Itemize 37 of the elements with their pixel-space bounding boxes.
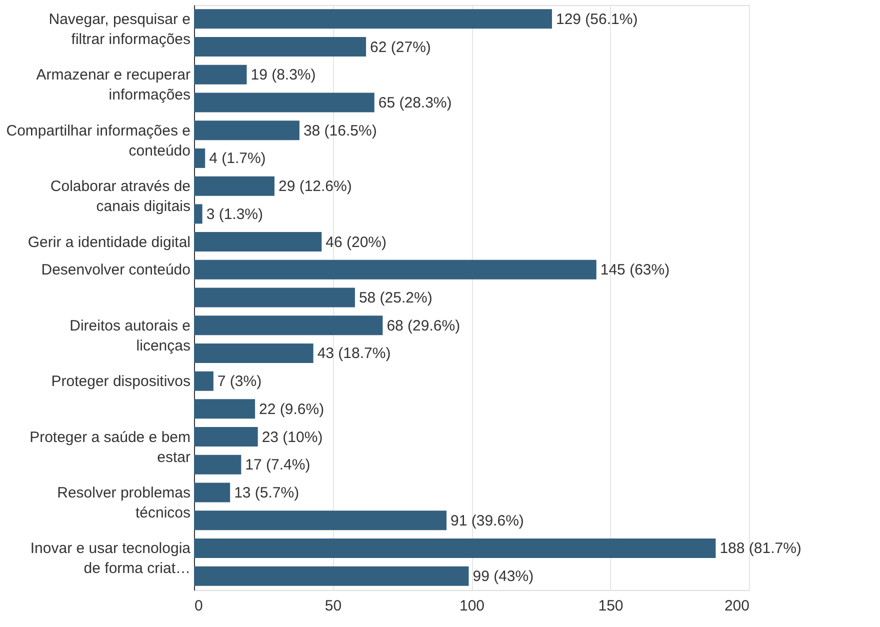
- data-label: 58 (25.2%): [358, 290, 432, 306]
- data-label: 38 (16.5%): [303, 122, 377, 140]
- y-tick-label: Resolver problemas técnicos: [57, 484, 190, 522]
- data-label: 22 (9.6%): [259, 400, 324, 418]
- data-label: 19 (8.3%): [250, 66, 316, 84]
- x-tick-label: 0: [194, 598, 203, 614]
- data-label: 99 (43%): [472, 568, 534, 586]
- data-label: 91 (39.6%): [450, 512, 524, 530]
- data-label: 23 (10%): [262, 428, 323, 446]
- y-tick-label: Navegar, pesquisar e filtrar informações: [48, 10, 190, 48]
- data-label: 7 (3%): [217, 373, 262, 390]
- y-tick-label: Inovar e usar tecnologia de forma criat…: [30, 540, 192, 578]
- data-label: 29 (12.6%): [278, 178, 352, 196]
- data-label: 188 (81.7%): [720, 540, 802, 558]
- data-label: 129 (56.1%): [556, 10, 638, 28]
- x-tick-label: 100: [459, 598, 485, 614]
- y-tick-label: Compartilhar informações e conteúdo: [6, 122, 190, 160]
- y-tick-label: Colaborar através de canais digitais: [50, 178, 190, 216]
- x-tick-label: 150: [598, 598, 624, 614]
- data-label: 62 (27%): [370, 38, 431, 56]
- x-tick-label: 50: [324, 598, 342, 614]
- y-tick-label: Desenvolver conteúdo: [41, 262, 190, 279]
- x-tick-label: 200: [724, 598, 750, 614]
- y-tick-label: Proteger a saúde e bem estar: [30, 428, 190, 466]
- data-label: 65 (28.3%): [378, 94, 452, 112]
- y-tick-label: Armazenar e recuperar informações: [36, 66, 191, 104]
- data-label: 43 (18.7%): [317, 345, 391, 362]
- data-label: 46 (20%): [326, 234, 387, 251]
- data-label: 3 (1.3%): [206, 206, 264, 223]
- y-tick-label: Gerir a identidade digital: [28, 234, 190, 251]
- data-label: 68 (29.6%): [386, 317, 460, 334]
- data-label: 145 (63%): [600, 262, 670, 279]
- y-tick-label: Direitos autorais e licenças: [70, 317, 190, 354]
- data-label: 13 (5.7%): [234, 484, 300, 502]
- data-label: 17 (7.4%): [245, 456, 310, 474]
- data-label: 4 (1.7%): [209, 150, 266, 168]
- y-tick-label: Proteger dispositivos: [51, 373, 190, 390]
